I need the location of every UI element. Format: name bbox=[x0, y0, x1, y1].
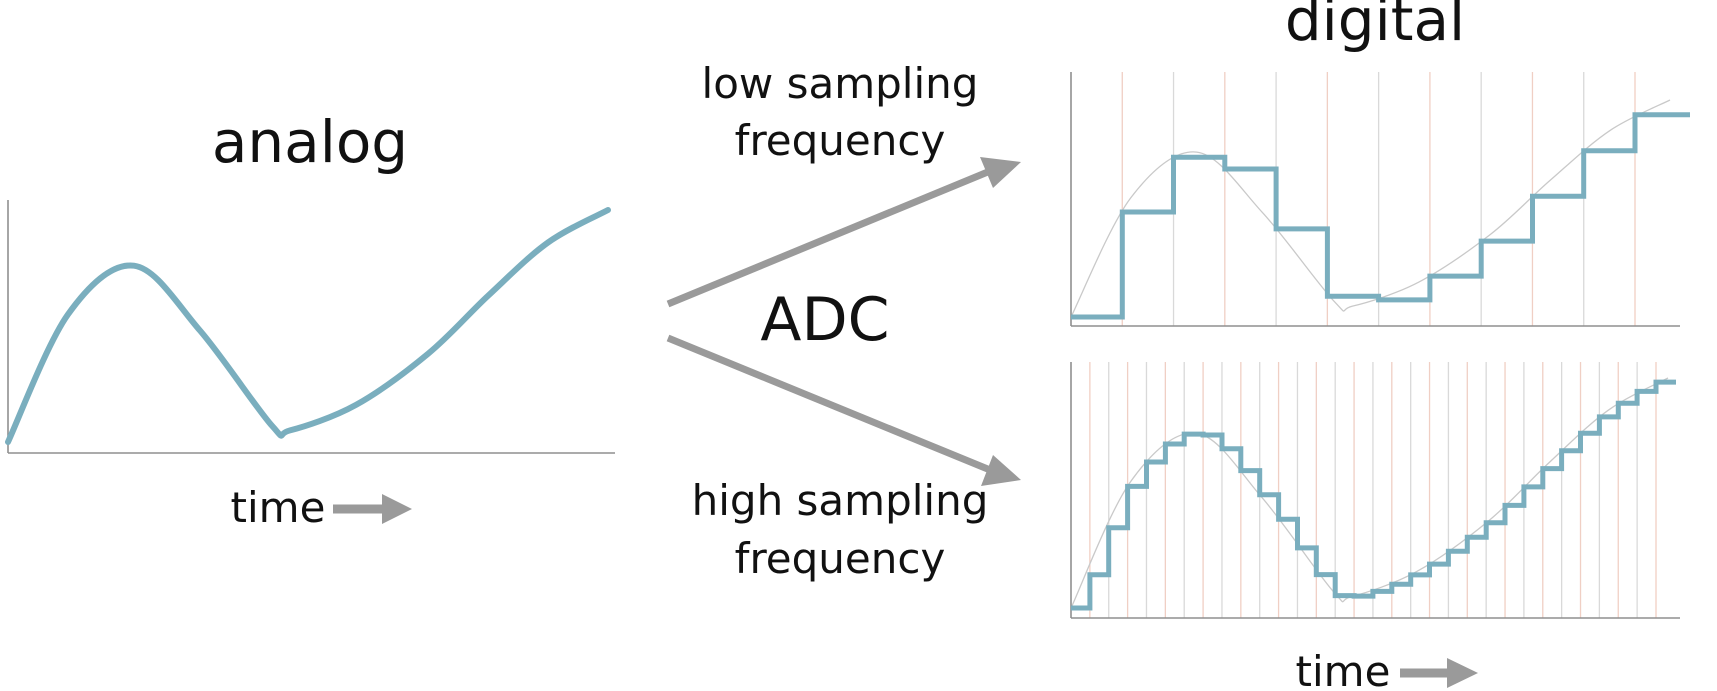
high-sampling-gridlines bbox=[1089, 362, 1657, 618]
time-arrow-digital-icon bbox=[1400, 658, 1478, 688]
analog-panel bbox=[5, 200, 615, 454]
time-label-analog: time bbox=[231, 483, 326, 532]
digital-low-sampling-panel bbox=[1070, 72, 1690, 327]
low-sampling-label-line2: frequency bbox=[735, 116, 946, 165]
adc-low-arrow-icon bbox=[666, 157, 1021, 308]
digital-high-sampling-panel bbox=[1070, 362, 1680, 619]
low-sampling-gridlines bbox=[1121, 72, 1636, 326]
low-sampling-label-line1: low sampling bbox=[702, 59, 979, 108]
time-label-digital: time bbox=[1296, 647, 1391, 691]
high-sampling-label-line1: high sampling bbox=[692, 476, 989, 525]
low-sampling-step-signal bbox=[1071, 112, 1690, 320]
high-sampling-label-line2: frequency bbox=[735, 534, 946, 583]
high-sampling-reference-curve bbox=[1070, 377, 1669, 609]
analog-signal-curve bbox=[5, 207, 611, 445]
analog-title: analog bbox=[212, 108, 408, 176]
adc-high-arrow-icon bbox=[666, 334, 1021, 486]
time-arrow-analog-icon bbox=[333, 494, 412, 524]
adc-label: ADC bbox=[760, 285, 889, 355]
low-sampling-reference-curve bbox=[1070, 99, 1671, 318]
digital-title: digital bbox=[1285, 0, 1465, 54]
high-sampling-step-signal bbox=[1071, 379, 1676, 611]
